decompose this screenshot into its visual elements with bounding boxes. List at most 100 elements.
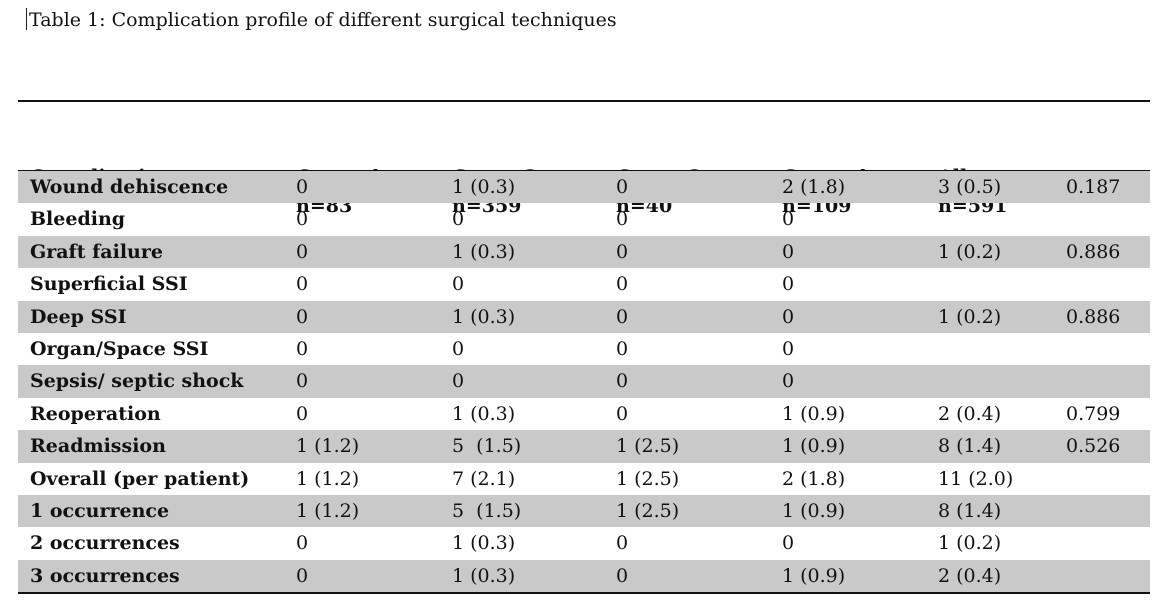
cell-group-1: 1 (1.2) — [296, 499, 360, 522]
table-row: Sepsis/ septic shock 0 0 0 0 — [18, 365, 1150, 398]
row-label: Deep SSI — [30, 305, 127, 328]
cell-group-3: 0 — [616, 176, 629, 198]
table-row: Reoperation 0 1 (0.3) 0 1 (0.9) 2 (0.4) 0.799 — [18, 398, 1150, 430]
row-label: Sepsis/ septic shock — [30, 370, 244, 393]
table-row: 1 occurrence 1 (1.2) 5 (1.5) 1 (2.5) 1 (0.9)… — [18, 494, 1150, 528]
cell-all: 2 (0.4) — [938, 564, 1002, 587]
cell-group-4: 1 (0.9) — [782, 499, 846, 522]
row-label: Overall (per patient) — [30, 467, 250, 490]
cell-group-2: 1 (0.3) — [452, 305, 516, 328]
cell-group-4: 0 — [782, 532, 795, 555]
cell-group-1: 0 — [296, 564, 309, 587]
cell-group-4: 0 — [782, 273, 795, 296]
cell-group-3: 0 — [616, 337, 629, 360]
header-group-1: Group 1n=83 — [296, 166, 382, 217]
cell-group-4: 0 — [782, 337, 795, 360]
table-row: 3 occurrences 0 1 (0.3) 0 1 (0.9) 2 (0.4) — [18, 559, 1150, 593]
table-row: Overall (per patient) 1 (1.2) 7 (2.1) 1 (2.… — [18, 463, 1150, 495]
cell-group-3: 1 (2.5) — [616, 467, 680, 490]
header-group-3: Group 3n=40 — [616, 166, 702, 217]
text-cursor — [26, 8, 27, 30]
cell-group-1: 0 — [296, 273, 309, 296]
cell-group-4: 2 (1.8) — [782, 176, 846, 198]
cell-group-1: 0 — [296, 240, 309, 263]
cell-group-4: 1 (0.9) — [782, 564, 846, 587]
row-label: 2 occurrences — [30, 532, 180, 555]
cell-group-3: 0 — [616, 564, 629, 587]
row-label: 1 occurrence — [30, 499, 170, 522]
cell-group-4: 2 (1.8) — [782, 467, 846, 490]
table-header-row: Complications Group 1n=83 Group 2n=359 G… — [18, 102, 1150, 217]
cell-all: 1 (0.2) — [938, 240, 1002, 263]
table-body: Wound dehiscence 0 1 (0.3) 0 2 (1.8) 3 (0.5) 0… — [18, 171, 1150, 593]
cell-group-2: 0 — [452, 273, 465, 296]
cell-group-4: 0 — [782, 240, 795, 263]
table-row: Wound dehiscence 0 1 (0.3) 0 2 (1.8) 3 (0.5) 0… — [18, 171, 1150, 204]
cell-group-2: 1 (0.3) — [452, 176, 516, 198]
table-row: 2 occurrences 0 1 (0.3) 0 0 1 (0.2) — [18, 527, 1150, 559]
cell-all: 1 (0.2) — [938, 305, 1002, 328]
row-label: Bleeding — [30, 208, 126, 231]
cell-group-3: 0 — [616, 240, 629, 263]
cell-group-1: 1 (1.2) — [296, 467, 360, 490]
cell-all: 1 (0.2) — [938, 532, 1002, 555]
cell-group-3: 0 — [616, 273, 629, 296]
cell-all: 8 (1.4) — [938, 435, 1002, 458]
row-label: Graft failure — [30, 240, 163, 263]
cell-group-3: 0 — [616, 370, 629, 393]
cell-group-2: 5 (1.5) — [452, 499, 522, 522]
row-label: Readmission — [30, 435, 166, 458]
cell-group-2: 1 (0.3) — [452, 240, 516, 263]
table-row: Graft failure 0 1 (0.3) 0 0 1 (0.2) 0.886 — [18, 235, 1150, 269]
cell-group-2: 0 — [452, 370, 465, 393]
header-group-4: Group 4n=109 — [782, 166, 868, 217]
cell-p-value: 0.526 — [1066, 435, 1121, 458]
cell-group-2: 0 — [452, 337, 465, 360]
header-group-2: Group 2n=359 — [452, 166, 538, 217]
cell-group-2: 1 (0.3) — [452, 564, 516, 587]
cell-group-3: 1 (2.5) — [616, 435, 680, 458]
cell-group-4: 1 (0.9) — [782, 402, 846, 425]
cell-group-1: 0 — [296, 402, 309, 425]
table-row: Superficial SSI 0 0 0 0 — [18, 268, 1150, 300]
cell-all: 3 (0.5) — [938, 176, 1002, 198]
cell-group-2: 0 — [452, 208, 465, 231]
table-row: Bleeding 0 0 0 0 — [18, 203, 1150, 235]
header-complications: Complications — [30, 102, 183, 188]
cell-group-4: 0 — [782, 305, 795, 328]
cell-group-3: 0 — [616, 208, 629, 231]
cell-group-3: 0 — [616, 402, 629, 425]
row-label: Organ/Space SSI — [30, 337, 209, 360]
cell-group-3: 0 — [616, 305, 629, 328]
table-row: Deep SSI 0 1 (0.3) 0 0 1 (0.2) 0.886 — [18, 300, 1150, 333]
cell-all: 11 (2.0) — [938, 467, 1014, 490]
row-label: Superficial SSI — [30, 273, 188, 296]
cell-group-3: 1 (2.5) — [616, 499, 680, 522]
cell-group-2: 5 (1.5) — [452, 435, 522, 458]
cell-group-1: 0 — [296, 208, 309, 231]
row-label: Reoperation — [30, 402, 161, 425]
cell-group-4: 1 (0.9) — [782, 435, 846, 458]
cell-p-value: 0.886 — [1066, 305, 1121, 328]
row-label: 3 occurrences — [30, 564, 180, 587]
cell-group-2: 1 (0.3) — [452, 402, 516, 425]
cell-group-2: 7 (2.1) — [452, 467, 516, 490]
cell-group-1: 1 (1.2) — [296, 435, 360, 458]
cell-group-1: 0 — [296, 532, 309, 555]
cell-group-1: 0 — [296, 176, 309, 198]
row-label: Wound dehiscence — [30, 176, 229, 198]
cell-p-value: 0.187 — [1066, 176, 1121, 198]
cell-all: 8 (1.4) — [938, 499, 1002, 522]
cell-group-3: 0 — [616, 532, 629, 555]
table-caption: Table 1: Complication profile of differe… — [29, 9, 617, 31]
cell-group-1: 0 — [296, 370, 309, 393]
header-p-value: p — [1066, 102, 1106, 188]
cell-group-2: 1 (0.3) — [452, 532, 516, 555]
cell-p-value: 0.799 — [1066, 402, 1121, 425]
cell-all: 2 (0.4) — [938, 402, 1002, 425]
header-all: Alln=591 — [938, 166, 1008, 217]
cell-group-4: 0 — [782, 208, 795, 231]
cell-group-1: 0 — [296, 305, 309, 328]
table-row: Organ/Space SSI 0 0 0 0 — [18, 333, 1150, 365]
cell-p-value: 0.886 — [1066, 240, 1121, 263]
